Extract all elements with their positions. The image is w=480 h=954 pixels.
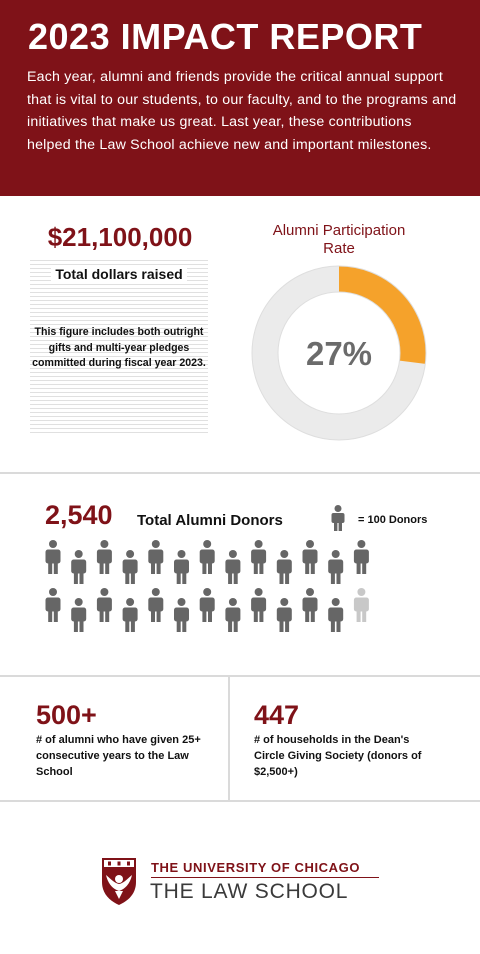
section-divider xyxy=(0,800,480,802)
person-icon xyxy=(174,598,189,632)
stat-number: 447 xyxy=(254,700,300,730)
stats-divider xyxy=(228,676,230,800)
person-icon xyxy=(302,540,318,574)
logo-rule xyxy=(151,877,379,878)
person-icon xyxy=(122,598,138,632)
participation-donut: 27% xyxy=(251,265,427,441)
stat-consecutive-givers: 500+ # of alumni who have given 25+ cons… xyxy=(36,700,216,780)
page-title: 2023 IMPACT REPORT xyxy=(28,16,423,57)
participation-title: Alumni Participation Rate xyxy=(272,222,406,257)
person-icon xyxy=(353,540,369,574)
person-icon xyxy=(96,588,112,622)
intro-text: Each year, alumni and friends provide th… xyxy=(27,69,457,153)
total-dollars-note: This figure includes both outright gifts… xyxy=(32,326,206,369)
person-icon xyxy=(96,540,112,574)
stat-description: # of households in the Dean's Circle Giv… xyxy=(254,734,422,778)
participation-value: 27% xyxy=(306,335,372,372)
person-icon xyxy=(225,550,241,584)
total-dollars-amount: $21,100,000 xyxy=(47,222,193,252)
donut-outer-edge xyxy=(251,265,427,441)
total-dollars-label: Total dollars raised xyxy=(30,266,208,283)
stat-deans-circle: 447 # of households in the Dean's Circle… xyxy=(254,700,434,780)
donor-people-icons xyxy=(45,540,369,632)
person-icon xyxy=(148,588,164,622)
person-icon xyxy=(148,540,164,574)
donut-inner-edge xyxy=(277,291,401,415)
person-icon xyxy=(45,588,61,622)
person-icon xyxy=(174,550,189,584)
header-banner: 2023 IMPACT REPORT Each year, alumni and… xyxy=(0,0,480,196)
stat-number: 500+ xyxy=(36,700,97,730)
section-divider xyxy=(0,472,480,474)
person-icon xyxy=(199,588,215,622)
person-icon xyxy=(251,540,267,574)
phoenix-shield-icon xyxy=(102,858,136,905)
person-icon xyxy=(71,598,87,632)
person-icon xyxy=(225,598,241,632)
person-icon xyxy=(45,540,61,574)
logo-school-name: THE LAW SCHOOL xyxy=(150,880,349,903)
dollars-panel-background xyxy=(30,260,208,436)
person-icon xyxy=(276,598,292,632)
stat-description: # of alumni who have given 25+ consecuti… xyxy=(36,734,201,778)
logo-university-name: THE UNIVERSITY OF CHICAGO xyxy=(151,860,361,875)
person-legend-icon xyxy=(331,505,345,531)
person-icon xyxy=(71,550,87,584)
donor-label: Total Alumni Donors xyxy=(137,512,283,529)
legend-text: = 100 Donors xyxy=(358,514,428,526)
person-icon xyxy=(199,540,215,574)
person-icon xyxy=(122,550,138,584)
person-icon xyxy=(276,550,292,584)
donut-fill xyxy=(338,266,426,364)
person-icon xyxy=(328,598,344,632)
section-divider xyxy=(0,675,480,677)
person-icon xyxy=(353,588,369,622)
person-icon xyxy=(251,588,267,622)
person-icon xyxy=(302,588,318,622)
donor-count: 2,540 xyxy=(45,500,113,530)
person-icon xyxy=(328,550,344,584)
